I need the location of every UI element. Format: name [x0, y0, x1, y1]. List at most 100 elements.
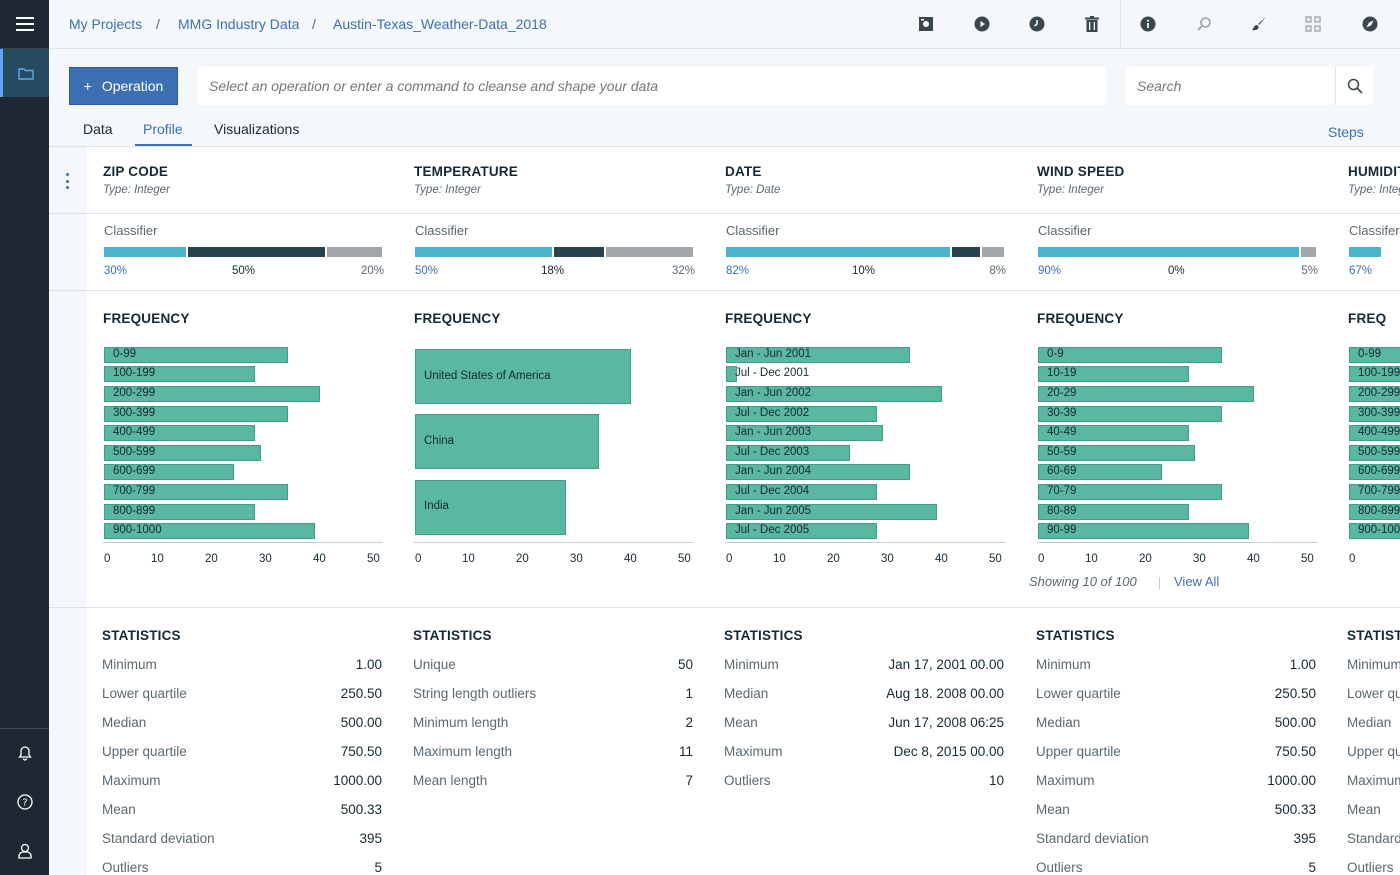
frequency-bar[interactable] — [1349, 445, 1400, 461]
breadcrumb-asset[interactable]: Austin-Texas_Weather-Data_2018 — [333, 16, 547, 32]
frequency-bar[interactable] — [104, 425, 255, 441]
frequency-bar[interactable] — [726, 523, 877, 539]
compass-icon[interactable] — [1358, 12, 1382, 36]
statistic-value: Jan 17, 2001 00.00 — [888, 657, 1004, 672]
column-name[interactable]: DATE — [725, 164, 762, 179]
column-name[interactable]: ZIP CODE — [103, 164, 169, 179]
frequency-bar[interactable] — [415, 480, 566, 535]
statistic-row: Mean 500.33 — [1036, 802, 1316, 822]
search-input[interactable] — [1126, 67, 1335, 105]
frequency-bar[interactable] — [1349, 504, 1400, 520]
operation-button[interactable]: + Operation — [69, 67, 178, 105]
frequency-bar[interactable] — [1349, 484, 1400, 500]
frequency-bar[interactable] — [726, 425, 883, 441]
column-name[interactable]: WIND SPEED — [1037, 164, 1125, 179]
frequency-bar[interactable] — [1038, 425, 1189, 441]
frequency-bar[interactable] — [1349, 523, 1400, 539]
statistic-row: Upper quartile 750.50 — [1036, 744, 1316, 764]
column-name[interactable]: TEMPERATURE — [414, 164, 518, 179]
frequency-bar[interactable] — [104, 523, 315, 539]
frequency-bar[interactable] — [1038, 347, 1222, 363]
frequency-bar[interactable] — [726, 366, 737, 382]
frequency-bar[interactable] — [1349, 347, 1400, 363]
tab-profile[interactable]: Profile — [143, 121, 183, 137]
frequency-bar[interactable] — [104, 484, 288, 500]
frequency-bar[interactable] — [1038, 504, 1189, 520]
frequency-bar[interactable] — [726, 464, 910, 480]
grid-icon[interactable] — [1301, 12, 1325, 36]
play-icon[interactable] — [970, 12, 994, 36]
frequency-bar[interactable] — [104, 445, 261, 461]
frequency-bar[interactable] — [1349, 386, 1400, 402]
frequency-bar[interactable] — [415, 349, 631, 404]
frequency-bar[interactable] — [1038, 484, 1222, 500]
history-icon[interactable] — [1025, 12, 1049, 36]
bell-icon[interactable] — [0, 729, 49, 777]
brush-icon[interactable] — [1247, 12, 1271, 36]
classifier-bar[interactable] — [726, 247, 1006, 257]
frequency-bar[interactable] — [1038, 406, 1222, 422]
breadcrumb-separator: / — [312, 16, 316, 32]
classifier-segment — [327, 247, 382, 257]
frequency-bar[interactable] — [1038, 523, 1249, 539]
classifier-percent: 0% — [1168, 265, 1185, 277]
frequency-tick-label: 50 — [989, 553, 1002, 565]
classifier-bar[interactable] — [104, 247, 384, 257]
classifier-percent: 50% — [415, 265, 439, 277]
frequency-bar[interactable] — [726, 484, 877, 500]
frequency-bar[interactable] — [104, 386, 320, 402]
column-name[interactable]: HUMIDIT — [1348, 164, 1400, 179]
info-icon[interactable] — [1136, 12, 1160, 36]
view-all-link[interactable]: View All — [1174, 574, 1220, 589]
frequency-tick-label: 20 — [827, 553, 840, 565]
frequency-category-label: 900-1000 — [1358, 524, 1400, 536]
column-card: WIND SPEED Type: Integer Classifier 90% 0% 5%… — [1029, 147, 1337, 875]
classifier-bar[interactable] — [1349, 247, 1381, 257]
frequency-bar[interactable] — [104, 504, 255, 520]
frequency-bar[interactable] — [104, 406, 288, 422]
tab-data[interactable]: Data — [83, 121, 113, 137]
frequency-bar[interactable] — [415, 414, 599, 469]
command-input[interactable] — [198, 67, 1106, 105]
frequency-bar[interactable] — [1038, 366, 1189, 382]
statistic-label: Mean length — [413, 773, 488, 788]
frequency-bar[interactable] — [726, 386, 942, 402]
statistic-row: Median 500.00 — [102, 715, 382, 735]
statistic-value: 250.50 — [340, 686, 382, 701]
user-icon[interactable] — [0, 827, 49, 875]
frequency-bar[interactable] — [1038, 445, 1195, 461]
frequency-bar[interactable] — [104, 464, 234, 480]
frequency-bar[interactable] — [104, 366, 255, 382]
asset-icon[interactable] — [1192, 12, 1216, 36]
trash-icon[interactable] — [1080, 12, 1104, 36]
overflow-menu-icon[interactable] — [65, 173, 69, 189]
search-icon[interactable] — [1335, 67, 1373, 105]
statistic-value: 5 — [1308, 860, 1316, 875]
menu-icon[interactable] — [0, 0, 49, 48]
frequency-bar[interactable] — [1038, 464, 1162, 480]
frequency-bar[interactable] — [726, 347, 910, 363]
breadcrumb-project[interactable]: MMG Industry Data — [178, 16, 300, 32]
classifier-bar[interactable] — [1038, 247, 1318, 257]
tab-visualizations[interactable]: Visualizations — [214, 121, 300, 137]
help-icon[interactable]: ? — [0, 778, 49, 826]
classifier-bar[interactable] — [415, 247, 695, 257]
breadcrumb-my-projects[interactable]: My Projects — [69, 16, 143, 32]
frequency-tick-label: 10 — [462, 553, 475, 565]
statistic-label: Median — [1347, 715, 1392, 730]
folder-icon[interactable] — [0, 49, 49, 97]
statistic-label: Mean — [1347, 802, 1381, 817]
column-card: TEMPERATURE Type: Integer Classifier 50% 18%… — [413, 147, 714, 875]
frequency-bar[interactable] — [104, 347, 288, 363]
screenshot-icon[interactable] — [914, 12, 938, 36]
frequency-bar[interactable] — [1349, 406, 1400, 422]
frequency-bar[interactable] — [1349, 425, 1400, 441]
frequency-bar[interactable] — [726, 406, 877, 422]
frequency-bar[interactable] — [726, 504, 937, 520]
frequency-bar[interactable] — [1038, 386, 1254, 402]
frequency-bar[interactable] — [1349, 366, 1400, 382]
frequency-bar[interactable] — [726, 445, 850, 461]
column-type: Type: Date — [725, 184, 781, 196]
frequency-bar[interactable] — [1349, 464, 1400, 480]
steps-link[interactable]: Steps — [1328, 124, 1364, 140]
